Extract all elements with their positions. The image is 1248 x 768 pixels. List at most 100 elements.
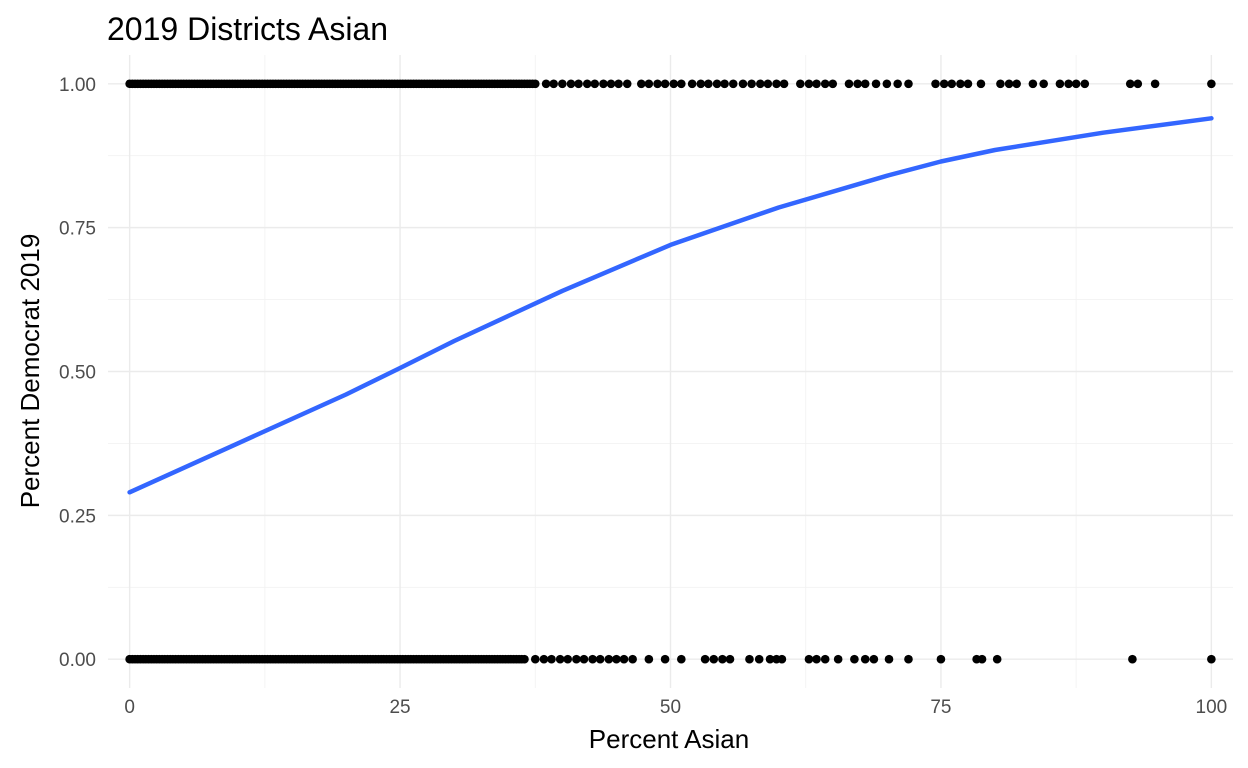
scatter-point	[599, 79, 608, 89]
scatter-point	[804, 79, 814, 89]
scatter-point	[1071, 79, 1081, 89]
scatter-point	[541, 79, 551, 89]
scatter-point	[696, 79, 706, 89]
scatter-point	[1207, 654, 1216, 664]
scatter-point	[628, 654, 637, 664]
y-tick-label: 0.75	[59, 219, 96, 240]
y-tick-label: 1.00	[59, 75, 96, 96]
scatter-point	[745, 654, 754, 664]
scatter-point	[828, 79, 838, 89]
scatter-point	[644, 79, 654, 89]
scatter-point	[820, 654, 830, 664]
scatter-point	[1055, 79, 1065, 89]
scatter-point	[977, 654, 987, 664]
x-tick-label: 75	[930, 697, 951, 718]
scatter-point	[812, 79, 821, 89]
scatter-point	[604, 654, 614, 664]
x-tick-label: 25	[389, 697, 410, 718]
scatter-point	[1039, 79, 1048, 89]
scatter-point	[996, 79, 1005, 89]
scatter-point	[669, 79, 679, 89]
scatter-point	[590, 79, 600, 89]
scatter-point	[871, 79, 881, 89]
scatter-point	[558, 79, 567, 89]
scatter-point	[622, 79, 632, 89]
scatter-point	[1133, 79, 1143, 89]
scatter-point	[574, 79, 583, 89]
scatter-point	[588, 654, 597, 664]
scatter-point	[530, 654, 540, 664]
scatter-point	[1080, 79, 1090, 89]
scatter-point	[677, 79, 686, 89]
scatter-point	[1128, 654, 1137, 664]
scatter-point	[882, 79, 892, 89]
scatter-point	[796, 79, 805, 89]
scatter-point	[555, 654, 565, 664]
scatter-point	[677, 654, 686, 664]
scatter-point	[820, 79, 830, 89]
y-tick-label: 0.50	[59, 363, 96, 384]
y-tick-label: 0.25	[59, 506, 96, 527]
scatter-point	[1028, 79, 1038, 89]
scatter-point	[763, 79, 773, 89]
scatter-point	[976, 79, 986, 89]
x-axis-ticks: 0 25 50 75 100	[124, 697, 1227, 718]
scatter-point	[728, 79, 738, 89]
scatter-point	[860, 79, 870, 89]
scatter-point	[765, 654, 775, 664]
scatter-point	[700, 654, 710, 664]
scatter-point	[939, 79, 949, 89]
scatter-point	[606, 79, 616, 89]
scatter-point	[860, 654, 870, 664]
scatter-point	[520, 654, 529, 664]
scatter-point	[1004, 79, 1014, 89]
scatter-point	[947, 79, 957, 89]
scatter-point	[614, 79, 623, 89]
scatter-point	[804, 654, 814, 664]
scatter-point	[720, 79, 729, 89]
scatter-point	[738, 79, 748, 89]
fit-line-group	[127, 116, 1214, 495]
scatter-point	[563, 654, 573, 664]
x-tick-label: 50	[660, 697, 681, 718]
scatter-point	[777, 654, 787, 664]
scatter-points	[125, 79, 1216, 664]
scatter-point	[653, 79, 662, 89]
y-tick-label: 0.00	[59, 650, 96, 671]
scatter-point	[779, 79, 789, 89]
scatter-point	[549, 79, 558, 89]
scatter-point	[709, 654, 719, 664]
scatter-point	[725, 654, 735, 664]
scatter-point	[754, 654, 764, 664]
scatter-point	[992, 654, 1002, 664]
scatter-point	[747, 79, 756, 89]
scatter-point	[636, 79, 646, 89]
scatter-point	[963, 79, 973, 89]
scatter-point	[869, 654, 879, 664]
y-axis-title: Percent Democrat 2019	[15, 234, 45, 509]
scatter-point	[1064, 79, 1073, 89]
scatter-point	[812, 654, 821, 664]
scatter-point	[644, 654, 654, 664]
scatter-point	[884, 654, 894, 664]
scatter-point	[660, 654, 670, 664]
x-tick-label: 100	[1196, 697, 1228, 718]
scatter-point	[1207, 79, 1216, 89]
scatter-point	[582, 79, 592, 89]
scatter-point	[850, 654, 859, 664]
y-axis-ticks: 0.00 0.25 0.50 0.75 1.00	[59, 75, 96, 671]
scatter-point	[853, 79, 862, 89]
scatter-point	[660, 79, 670, 89]
x-tick-label: 0	[124, 697, 135, 718]
fit-line	[127, 116, 1214, 495]
scatter-point	[547, 654, 556, 664]
scatter-point	[566, 79, 576, 89]
scatter-point	[687, 79, 697, 89]
scatter-point	[904, 654, 913, 664]
scatter-point	[530, 79, 540, 89]
scatter-point	[1012, 79, 1021, 89]
x-axis-title: Percent Asian	[589, 724, 749, 754]
scatter-point	[893, 79, 902, 89]
